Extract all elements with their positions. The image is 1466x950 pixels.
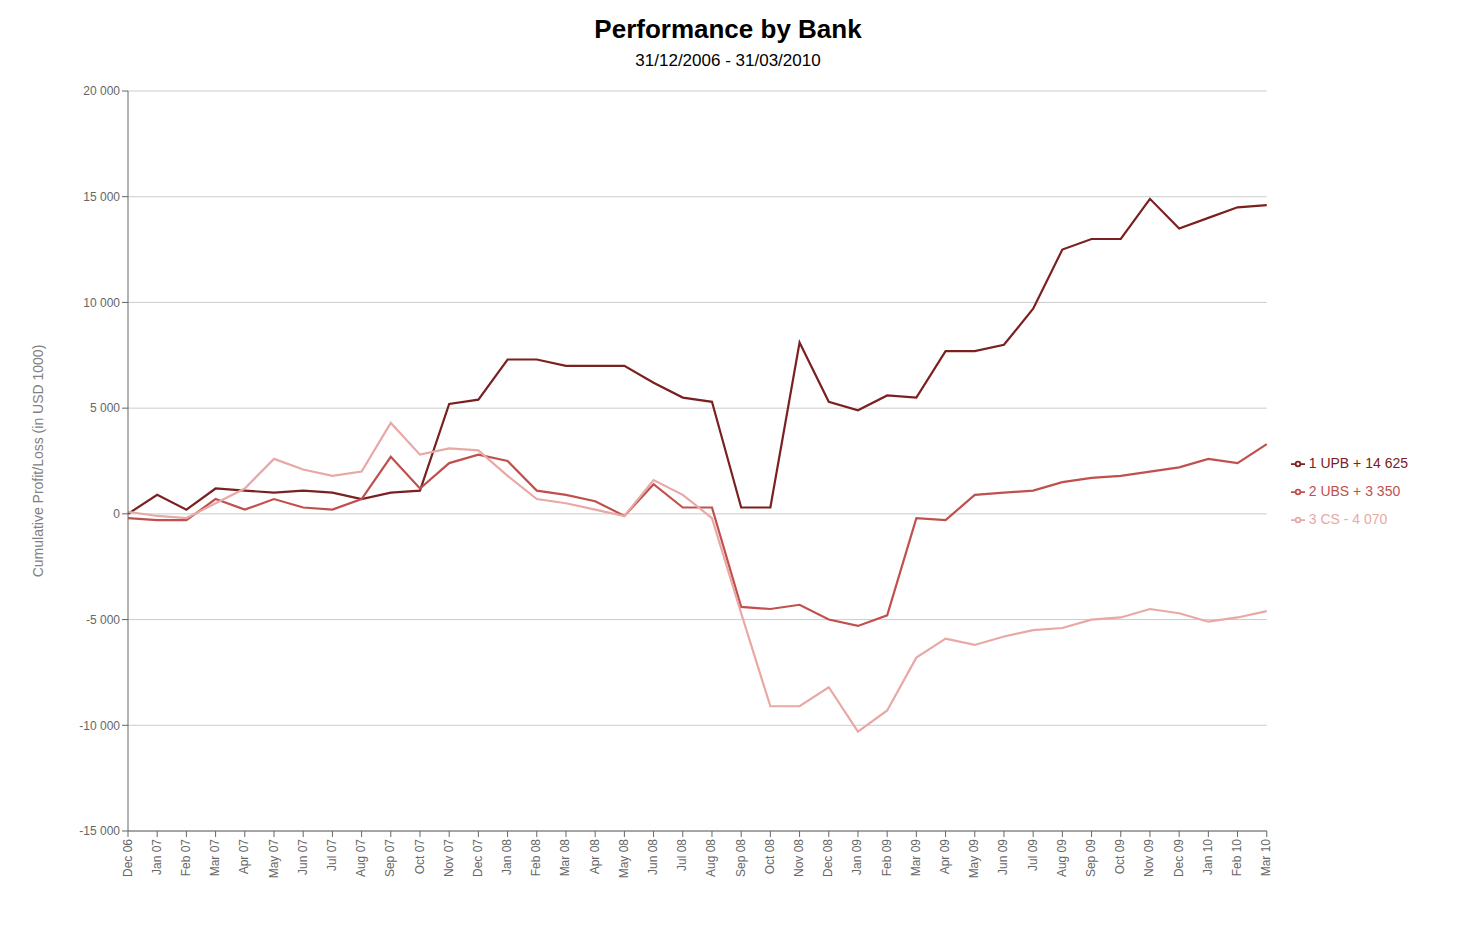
html-text:1 UPB + 14 625: 1 UPB + 14 625 [1308,455,1408,471]
svg-text:Apr 08: Apr 08 [588,839,602,875]
svg-text:Oct 08: Oct 08 [763,839,777,875]
svg-text:Feb 07: Feb 07 [179,839,193,877]
svg-text:-5 000: -5 000 [86,613,120,627]
svg-text:Mar 10: Mar 10 [1259,839,1273,877]
svg-text:Jan 09: Jan 09 [850,839,864,875]
svg-text:0: 0 [113,507,120,521]
svg-text:Dec 07: Dec 07 [471,839,485,877]
svg-text:15 000: 15 000 [83,190,120,204]
svg-text:Nov 08: Nov 08 [792,839,806,877]
svg-text:Sep 07: Sep 07 [383,839,397,877]
svg-text:Jun 07: Jun 07 [296,839,310,875]
html-text:2 UBS + 3 350: 2 UBS + 3 350 [1308,483,1401,499]
svg-text:Jun 09: Jun 09 [996,839,1010,875]
svg-text:-10 000: -10 000 [79,719,120,733]
svg-text:Feb 09: Feb 09 [880,839,894,877]
svg-text:Apr 07: Apr 07 [237,839,251,875]
svg-text:Cumulative Profit/Loss (in USD: Cumulative Profit/Loss (in USD 1000) [30,345,46,578]
svg-text:Jul 07: Jul 07 [325,839,339,871]
svg-text:Sep 08: Sep 08 [734,839,748,877]
svg-text:Dec 06: Dec 06 [121,839,135,877]
svg-text:Jan 10: Jan 10 [1201,839,1215,875]
html-text:Performance by Bank: Performance by Bank [594,14,862,44]
svg-text:Feb 10: Feb 10 [1230,839,1244,877]
svg-text:Jul 08: Jul 08 [675,839,689,871]
svg-text:Jan 07: Jan 07 [150,839,164,875]
svg-text:Mar 09: Mar 09 [909,839,923,877]
svg-text:Oct 07: Oct 07 [413,839,427,875]
svg-text:Aug 08: Aug 08 [704,839,718,877]
svg-text:Oct 09: Oct 09 [1113,839,1127,875]
svg-text:Dec 09: Dec 09 [1172,839,1186,877]
svg-text:Dec 08: Dec 08 [821,839,835,877]
svg-text:Aug 07: Aug 07 [354,839,368,877]
svg-text:Mar 07: Mar 07 [208,839,222,877]
svg-text:Apr 09: Apr 09 [938,839,952,875]
svg-text:20 000: 20 000 [83,84,120,98]
html-text:3 CS - 4 070: 3 CS - 4 070 [1308,511,1388,527]
svg-text:5 000: 5 000 [90,401,120,415]
svg-text:-15 000: -15 000 [79,824,120,838]
svg-text:May 08: May 08 [617,839,631,879]
svg-text:Sep 09: Sep 09 [1084,839,1098,877]
svg-text:Jan 08: Jan 08 [500,839,514,875]
svg-text:Mar 08: Mar 08 [559,839,573,877]
svg-text:10 000: 10 000 [83,296,120,310]
svg-text:May 09: May 09 [967,839,981,879]
svg-text:Jun 08: Jun 08 [646,839,660,875]
html-text:31/12/2006 - 31/03/2010: 31/12/2006 - 31/03/2010 [635,51,821,70]
svg-text:Nov 09: Nov 09 [1142,839,1156,877]
svg-text:Aug 09: Aug 09 [1055,839,1069,877]
svg-text:Jul 09: Jul 09 [1026,839,1040,871]
svg-text:Feb 08: Feb 08 [529,839,543,877]
svg-text:Nov 07: Nov 07 [442,839,456,877]
svg-text:May 07: May 07 [267,839,281,879]
